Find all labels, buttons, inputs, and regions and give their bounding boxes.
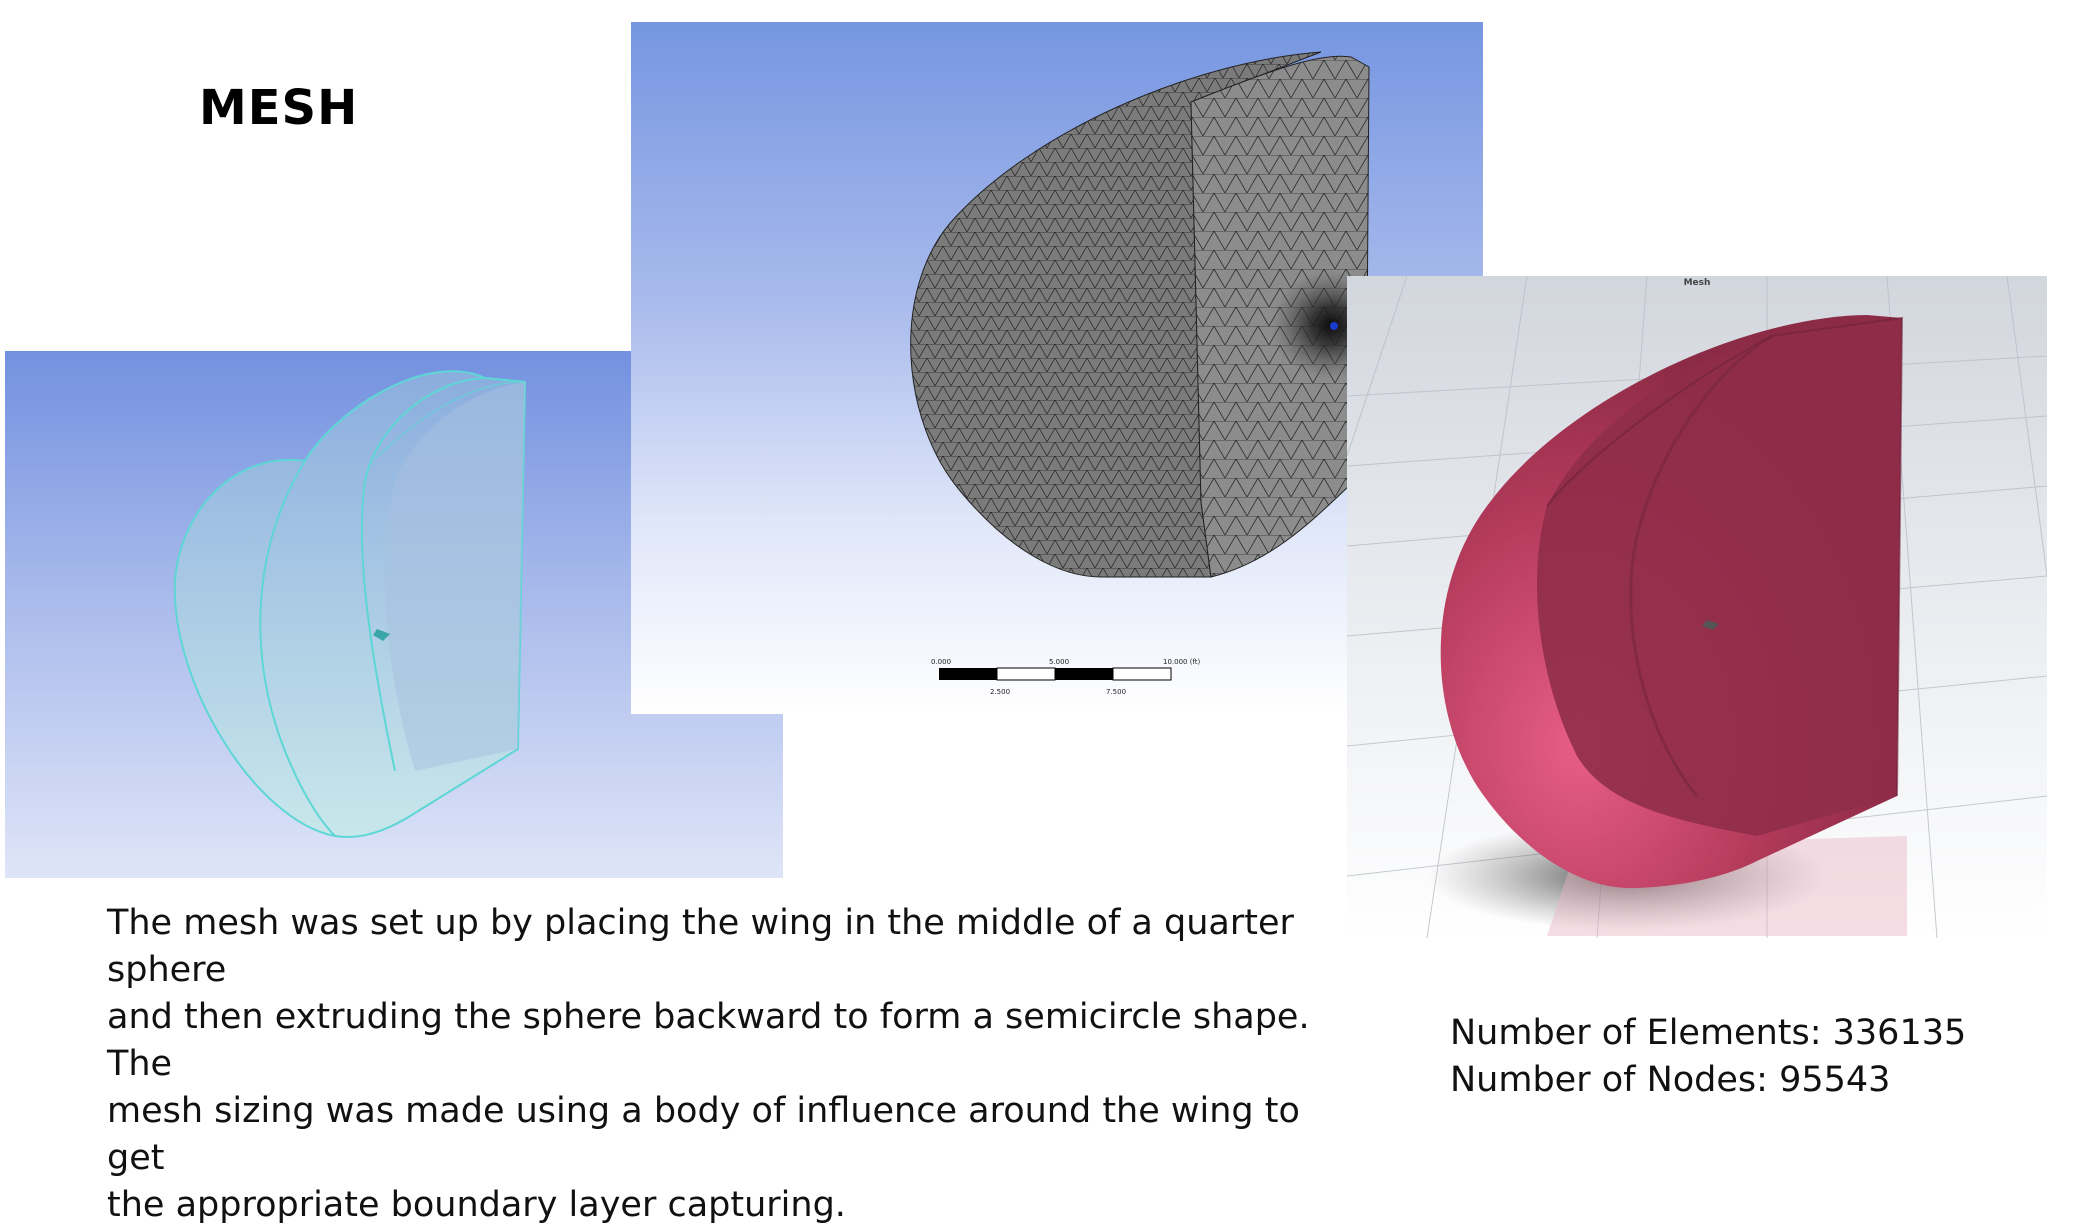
- description-line: mesh sizing was made using a body of inf…: [107, 1091, 1300, 1178]
- viewport-title: Mesh: [1684, 278, 1711, 288]
- scale-label-0: 0.000: [931, 658, 951, 666]
- description-line: the appropriate boundary layer capturing…: [107, 1185, 846, 1225]
- body-view-panel: Mesh: [1347, 276, 2047, 938]
- page-title: MESH: [199, 80, 359, 136]
- wing-marker: [1330, 322, 1338, 330]
- element-count: Number of Elements: 336135: [1450, 1013, 1967, 1053]
- wing-marker: [1702, 620, 1719, 630]
- wing-marker: [373, 629, 390, 641]
- scale-label-2-5: 2.500: [990, 688, 1010, 696]
- scale-label-5: 5.000: [1049, 658, 1069, 666]
- description-line: and then extruding the sphere backward t…: [107, 997, 1310, 1084]
- scale-label-7-5: 7.500: [1106, 688, 1126, 696]
- mesh-stats: Number of Elements: 336135 Number of Nod…: [1450, 1010, 1966, 1104]
- node-count: Number of Nodes: 95543: [1450, 1060, 1891, 1100]
- scale-label-10: 10.000 (ft): [1163, 658, 1201, 666]
- mesh-outer-surface: [910, 51, 1322, 578]
- scale-bar: 0.000 5.000 10.000 (ft) 2.500 7.500: [931, 658, 1201, 696]
- mesh-view-panel: 0.000 5.000 10.000 (ft) 2.500 7.500: [631, 22, 1483, 714]
- description: The mesh was set up by placing the wing …: [107, 900, 1327, 1229]
- description-line: The mesh was set up by placing the wing …: [107, 903, 1294, 990]
- geometry-view-image: [173, 370, 527, 838]
- body-inner-face: [1537, 318, 1902, 836]
- body-view-image: Mesh: [1347, 276, 2047, 938]
